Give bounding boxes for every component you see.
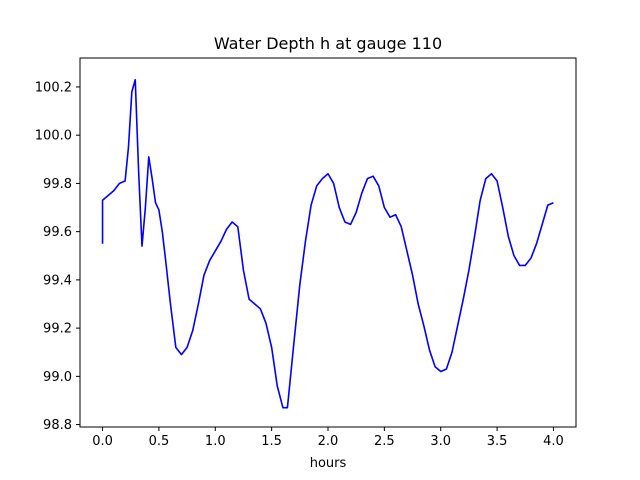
x-tick-label: 0.0 bbox=[92, 434, 113, 449]
y-tick-label: 99.2 bbox=[43, 322, 72, 337]
x-tick-label: 3.5 bbox=[487, 434, 508, 449]
plot-area: 0.0 0.5 1.0 1.5 2.0 2.5 3.0 3.5 4.0 98.8 99.0 99.2 9… bbox=[35, 57, 577, 449]
x-tick-label: 0.5 bbox=[149, 434, 170, 449]
x-tick-label: 4.0 bbox=[543, 434, 564, 449]
chart-title: Water Depth h at gauge 110 bbox=[214, 34, 442, 53]
x-tick-label: 1.5 bbox=[261, 434, 282, 449]
y-tick-label: 99.6 bbox=[43, 225, 72, 240]
series-line bbox=[101, 78, 554, 409]
y-tick-label: 98.8 bbox=[43, 418, 72, 433]
y-tick-label: 100.0 bbox=[35, 129, 72, 144]
x-axis-label: hours bbox=[310, 456, 347, 471]
y-tick-label: 99.8 bbox=[43, 177, 72, 192]
axes-frame bbox=[79, 57, 577, 428]
x-tick-label: 3.0 bbox=[430, 434, 451, 449]
x-tick-label: 1.0 bbox=[205, 434, 226, 449]
x-tick-label: 2.0 bbox=[318, 434, 339, 449]
y-tick-label: 99.4 bbox=[43, 273, 72, 288]
y-tick-label: 100.2 bbox=[35, 80, 72, 95]
x-tick-label: 2.5 bbox=[374, 434, 395, 449]
y-tick-label: 99.0 bbox=[43, 370, 72, 385]
